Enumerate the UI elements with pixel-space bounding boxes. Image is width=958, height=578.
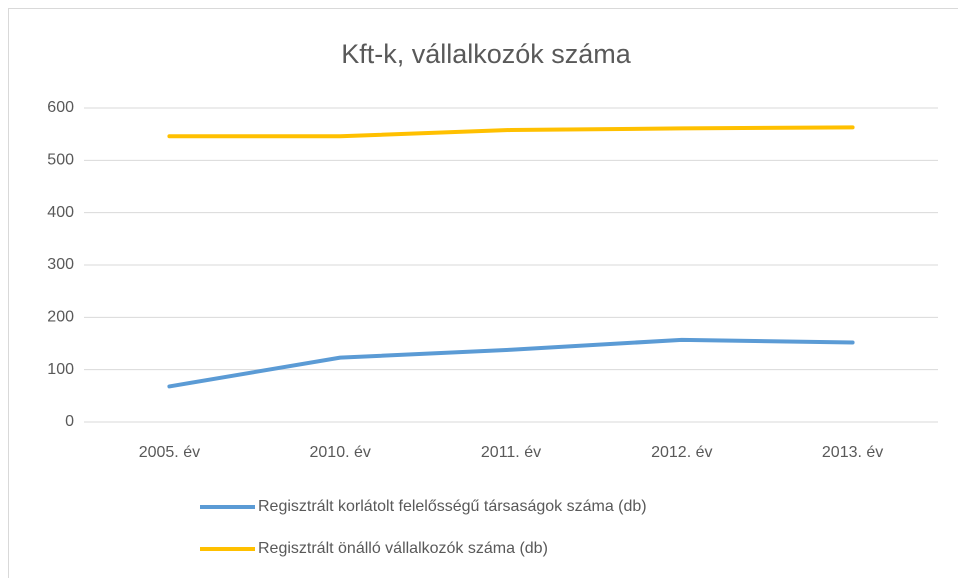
chart-title: Kft-k, vállalkozók száma	[341, 39, 632, 69]
y-tick-label: 0	[65, 413, 74, 430]
chart-border	[8, 8, 958, 578]
y-tick-label: 100	[47, 361, 74, 378]
x-tick-label: 2012. év	[651, 444, 712, 461]
x-tick-label: 2013. év	[822, 444, 883, 461]
series-line	[167, 337, 855, 389]
x-tick-label: 2011. év	[481, 444, 541, 461]
x-tick-label: 2005. év	[139, 444, 200, 461]
y-tick-label: 200	[47, 309, 74, 326]
y-tick-label: 300	[47, 256, 74, 273]
y-tick-label: 600	[47, 99, 74, 116]
x-tick-label: 2010. év	[310, 444, 371, 461]
legend-label: Regisztrált önálló vállalkozók száma (db…	[258, 540, 548, 557]
y-tick-label: 400	[47, 204, 74, 221]
legend-label: Regisztrált korlátolt felelősségű társas…	[258, 498, 647, 515]
y-tick-label: 500	[47, 152, 74, 169]
series-line	[167, 125, 855, 139]
